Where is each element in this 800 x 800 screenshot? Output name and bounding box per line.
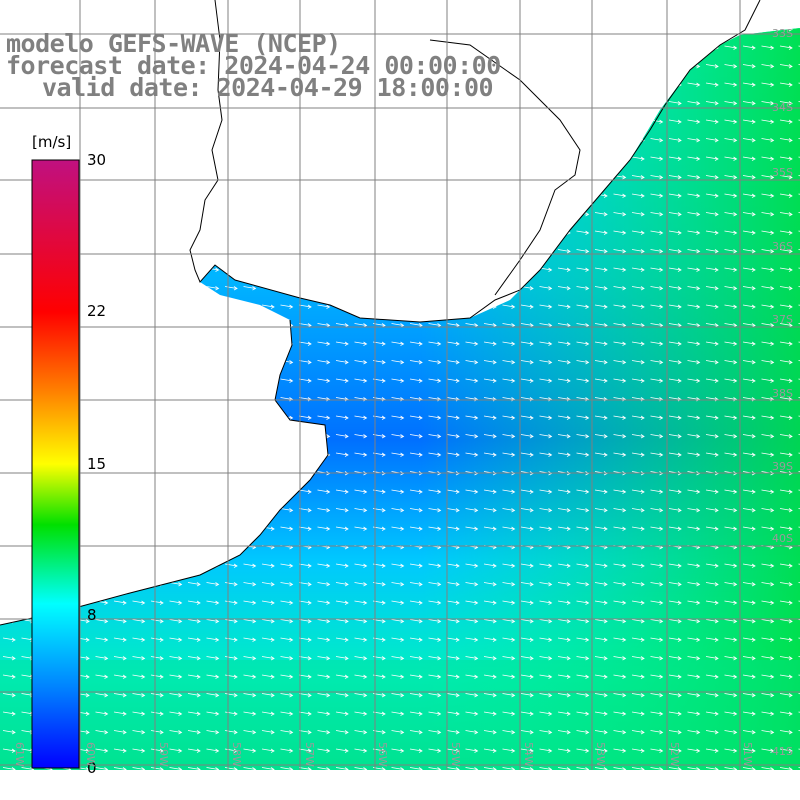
lon-label: 53W (594, 742, 607, 767)
lon-label: 60W (84, 742, 97, 767)
colorbar (31, 159, 80, 769)
lon-label: 61W (13, 742, 26, 767)
title-valid-date: valid date: 2024-04-29 18:00:00 (42, 73, 494, 102)
title-forecast-date: forecast date: 2024-04-24 00:00:00 (6, 51, 501, 80)
lat-label: 40S (772, 532, 793, 545)
lat-label: 36S (772, 240, 793, 253)
colorbar-tick: 30 (87, 151, 107, 169)
coastline-south (0, 319, 329, 626)
colorbar-tick: 15 (87, 455, 107, 473)
lat-label: 41S (772, 745, 793, 758)
lat-label: 34S (772, 101, 793, 114)
title-model: modelo GEFS-WAVE (NCEP) (6, 29, 341, 58)
lat-label: 35S (772, 166, 793, 179)
lon-label: 54W (522, 742, 535, 767)
lon-label: 56W (376, 742, 389, 767)
colorbar-tick: 8 (87, 606, 97, 624)
lon-label: 58W (230, 742, 243, 767)
lat-label: 39S (772, 460, 793, 473)
lat-label: 37S (772, 313, 793, 326)
colorbar-tick: 0 (87, 759, 97, 777)
lon-label: 57W (303, 742, 316, 767)
colorbar-tick: 22 (87, 302, 107, 320)
colorbar-unit: [m/s] (32, 133, 72, 151)
coastline-north (429, 39, 581, 296)
lon-label: 55W (449, 742, 462, 767)
lon-label: 51W (741, 742, 754, 767)
lat-label: 38S (772, 387, 793, 400)
coastline (189, 0, 761, 323)
lon-label: 52W (668, 742, 681, 767)
lat-label: 33S (772, 27, 793, 40)
lon-label: 59W (157, 742, 170, 767)
